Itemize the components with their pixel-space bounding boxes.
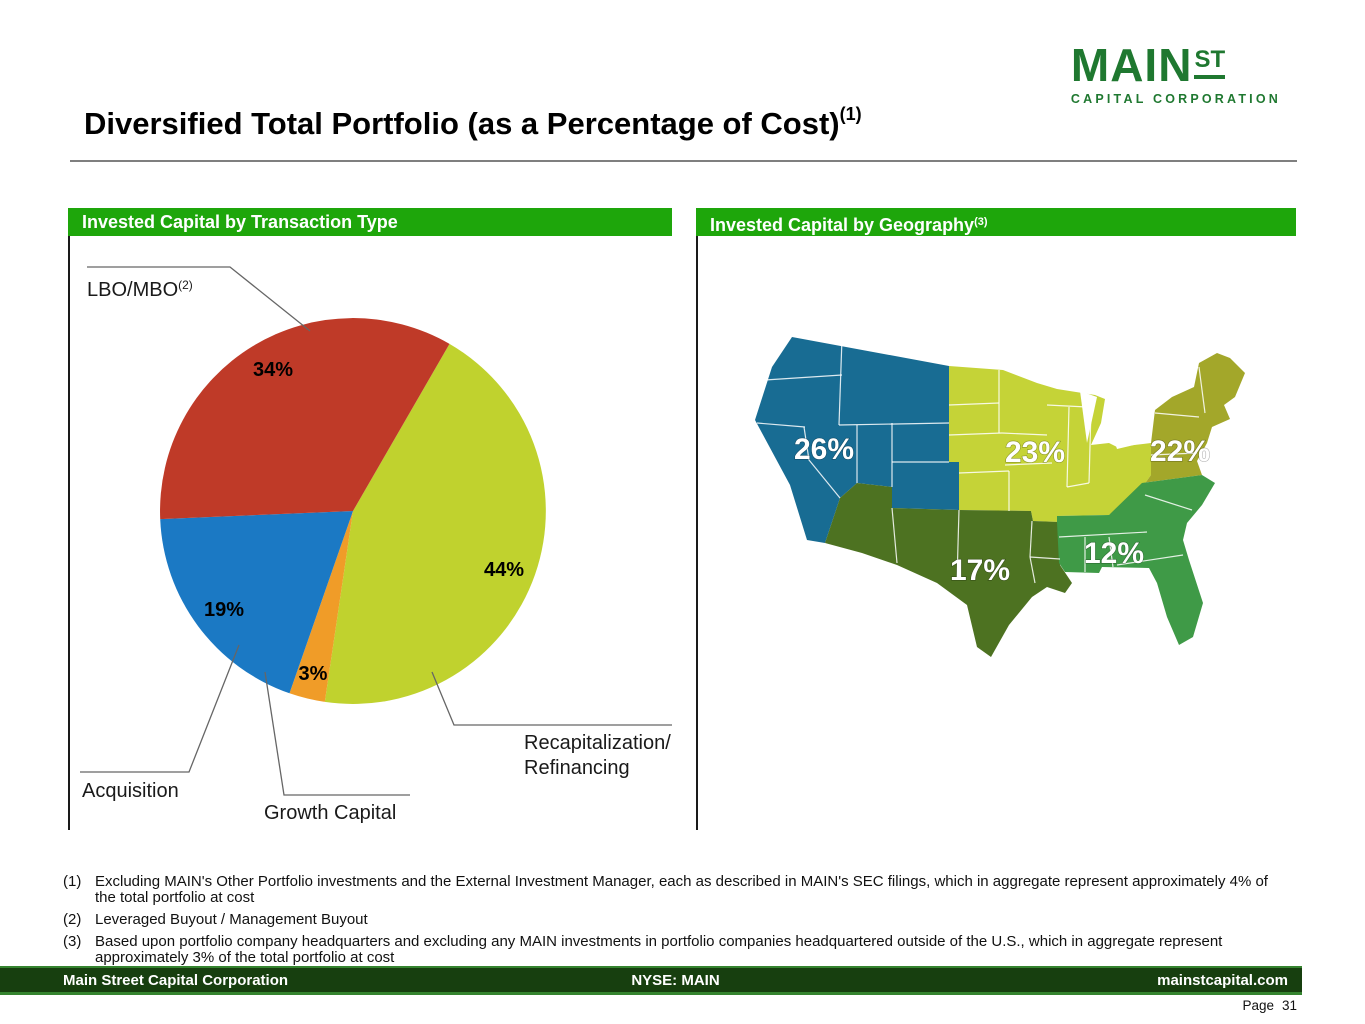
pie-label-acquisition: Acquisition	[82, 780, 179, 802]
us-map-svg: 26% 23% 22% 17% 12%	[755, 337, 1245, 657]
page-number: Page 31	[1234, 998, 1297, 1013]
pie-label-recap: Recapitalization/ Refinancing	[524, 731, 671, 781]
map-value-midwest: 23%	[1005, 436, 1065, 469]
logo-subtitle: CAPITAL CORPORATION	[1070, 92, 1281, 106]
footer-bar: Main Street Capital Corporation NYSE: MA…	[0, 966, 1302, 995]
logo-wordmark: MAINST	[1071, 42, 1281, 88]
page-number-label: Page	[1242, 998, 1274, 1013]
pie-slice-growth-capital	[289, 511, 353, 702]
pie-value-lbo: 34%	[253, 359, 293, 381]
panel-header-geography-sup: (3)	[974, 216, 988, 228]
footnotes: (1) Excluding MAIN's Other Portfolio inv…	[63, 874, 1278, 972]
map-region-southwest	[825, 483, 1072, 657]
footnote-3-text: Based upon portfolio company headquarter…	[95, 933, 1223, 966]
panel-geography: Invested Capital by Geography(3)	[696, 208, 1296, 830]
pie-chart-svg: 34% 44% 19% 3%	[80, 266, 672, 796]
pie-value-acquisition: 19%	[204, 599, 244, 621]
pie-label-lbo: LBO/MBO(2)	[87, 273, 193, 303]
pie-value-growth: 3%	[299, 663, 328, 685]
page-title-text: Diversified Total Portfolio (as a Percen…	[84, 106, 840, 141]
leader-line-lbo	[87, 266, 311, 332]
pie-chart-area: 34% 44% 19% 3% LBO/MBO(2) Acquisition Gr…	[68, 236, 672, 830]
company-logo: MAINST CAPITAL CORPORATION	[1071, 42, 1281, 106]
footnote-1-text: Excluding MAIN's Other Portfolio investm…	[95, 873, 1268, 906]
footnote-3-marker: (3)	[63, 933, 82, 950]
pie-slice-acquisition	[160, 511, 353, 694]
footer-website: mainstcapital.com	[1157, 971, 1288, 989]
panel-header-geography: Invested Capital by Geography(3)	[696, 208, 1296, 236]
panel-header-geography-text: Invested Capital by Geography	[710, 215, 975, 235]
lake-michigan-shape	[1080, 391, 1097, 443]
logo-st-text: ST	[1194, 48, 1226, 79]
title-footnote-marker: (1)	[839, 104, 862, 124]
pie-label-lbo-sup: (2)	[178, 278, 193, 292]
footnote-1: (1) Excluding MAIN's Other Portfolio inv…	[63, 874, 1278, 906]
pie-slices	[160, 318, 546, 704]
pie-slice-recapitalization-refinancing	[324, 343, 546, 704]
pie-value-recap: 44%	[484, 559, 524, 581]
us-map-group: 26% 23% 22% 17% 12%	[755, 337, 1245, 657]
footnote-2: (2) Leveraged Buyout / Management Buyout	[63, 912, 1278, 928]
pie-label-recap-line1: Recapitalization/	[524, 732, 671, 754]
footnote-2-marker: (2)	[63, 911, 82, 928]
page-title: Diversified Total Portfolio (as a Percen…	[84, 104, 862, 142]
lake-erie-shape	[1113, 437, 1151, 449]
map-chart-area: 26% 23% 22% 17% 12%	[696, 236, 1296, 830]
leader-line-recap	[431, 671, 672, 726]
map-region-southeast	[1057, 475, 1215, 645]
map-region-northeast	[1109, 353, 1245, 515]
leader-line-acquisition	[80, 644, 240, 773]
leader-line-growth	[264, 671, 410, 796]
footer-company-name: Main Street Capital Corporation	[63, 971, 289, 989]
map-value-west: 26%	[794, 433, 854, 466]
footnote-3: (3) Based upon portfolio company headqua…	[63, 934, 1278, 966]
pie-slice-lbo-mbo	[160, 318, 450, 520]
pie-label-recap-line2: Refinancing	[524, 757, 630, 779]
map-value-southeast: 12%	[1084, 537, 1144, 570]
state-border-lines	[756, 337, 1206, 584]
footer-ticker: NYSE: MAIN	[631, 971, 720, 989]
panel-header-transaction-type: Invested Capital by Transaction Type	[68, 208, 672, 236]
panel-header-transaction-type-text: Invested Capital by Transaction Type	[82, 212, 398, 232]
title-divider-line	[70, 160, 1297, 162]
panel-transaction-type: Invested Capital by Transaction Type 34%…	[68, 208, 672, 830]
footnote-1-marker: (1)	[63, 873, 82, 890]
logo-main-text: MAIN	[1070, 39, 1193, 91]
map-value-northeast: 22%	[1150, 435, 1210, 468]
pie-label-growth: Growth Capital	[264, 802, 397, 824]
map-value-southwest: 17%	[950, 554, 1010, 587]
page-number-value: 31	[1281, 998, 1297, 1013]
footnote-2-text: Leveraged Buyout / Management Buyout	[95, 911, 368, 928]
pie-label-lbo-text: LBO/MBO	[87, 279, 179, 301]
